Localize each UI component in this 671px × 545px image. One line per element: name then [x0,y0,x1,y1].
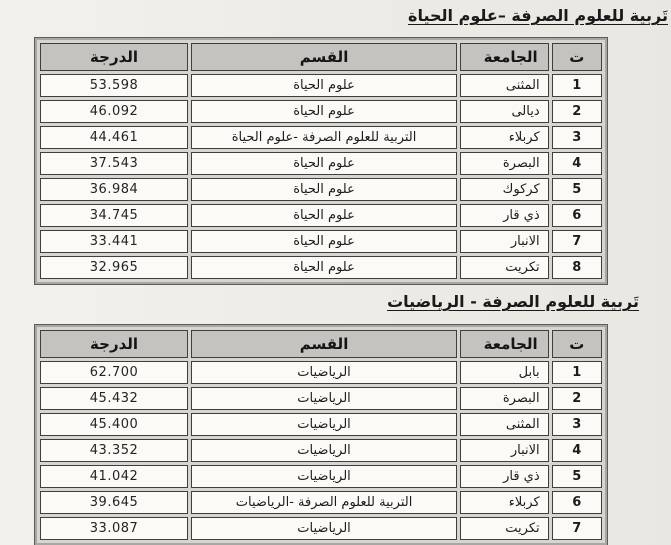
cell-index: 3 [551,413,602,436]
cell-score: 44.461 [40,126,189,149]
cell-score: 53.598 [40,74,189,97]
section-title-mathematics: تَربية للعلوم الصرفة - الرياضيات [387,292,639,311]
cell-score: 33.441 [40,230,189,253]
cell-score: 45.400 [40,413,189,436]
table-row: 1 بابل الرياضيات 62.700 [40,361,602,384]
cell-department: علوم الحياة [191,74,457,97]
cell-department: الرياضيات [191,387,457,410]
cell-university: تكريت [460,517,549,540]
cell-university: كربلاء [460,491,549,514]
cell-department: علوم الحياة [191,100,457,123]
header-cell-score: الدرجة [40,330,189,358]
cell-university: البصرة [460,152,549,175]
table-row: 7 الانبار علوم الحياة 33.441 [40,230,602,253]
header-cell-university: الجامعة [460,330,549,358]
results-table-mathematics: ت الجامعة القسم الدرجة 1 بابل الرياضيات … [34,324,608,545]
cell-department: الرياضيات [191,361,457,384]
table-row: 3 المثنى الرياضيات 45.400 [40,413,602,436]
table-row: 2 البصرة الرياضيات 45.432 [40,387,602,410]
cell-department: الرياضيات [191,465,457,488]
header-cell-university: الجامعة [460,43,549,71]
header-cell-index: ت [551,330,602,358]
cell-score: 41.042 [40,465,189,488]
table-row: 2 ديالى علوم الحياة 46.092 [40,100,602,123]
results-table-life-sciences: ت الجامعة القسم الدرجة 1 المثنى علوم الح… [34,37,608,285]
cell-score: 62.700 [40,361,189,384]
cell-university: تكريت [460,256,549,279]
table-row: 6 كربلاء التربية للعلوم الصرفة -الرياضيا… [40,491,602,514]
cell-index: 2 [551,100,602,123]
cell-index: 4 [551,439,602,462]
header-cell-index: ت [551,43,602,71]
cell-department: علوم الحياة [191,230,457,253]
cell-index: 7 [551,517,602,540]
cell-department: الرياضيات [191,517,457,540]
cell-index: 1 [551,361,602,384]
table-row: 7 تكريت الرياضيات 33.087 [40,517,602,540]
table-row: 6 ذي قار علوم الحياة 34.745 [40,204,602,227]
cell-score: 34.745 [40,204,189,227]
cell-university: البصرة [460,387,549,410]
cell-score: 45.432 [40,387,189,410]
cell-university: المثنى [460,413,549,436]
table-header-row: ت الجامعة القسم الدرجة [40,43,602,71]
section-title-life-sciences: تَربية للعلوم الصرفة –علوم الحياة [408,6,668,25]
table-row: 4 البصرة علوم الحياة 37.543 [40,152,602,175]
cell-score: 46.092 [40,100,189,123]
cell-department: التربية للعلوم الصرفة -علوم الحياة [191,126,457,149]
cell-score: 33.087 [40,517,189,540]
cell-department: علوم الحياة [191,256,457,279]
cell-university: المثنى [460,74,549,97]
cell-university: الانبار [460,230,549,253]
cell-index: 6 [551,204,602,227]
cell-index: 8 [551,256,602,279]
cell-department: التربية للعلوم الصرفة -الرياضيات [191,491,457,514]
header-cell-department: القسم [191,330,457,358]
cell-department: علوم الحياة [191,204,457,227]
header-cell-department: القسم [191,43,457,71]
cell-department: علوم الحياة [191,152,457,175]
cell-university: ذي قار [460,204,549,227]
cell-index: 1 [551,74,602,97]
table-row: 3 كربلاء التربية للعلوم الصرفة -علوم الح… [40,126,602,149]
cell-department: الرياضيات [191,439,457,462]
cell-index: 5 [551,465,602,488]
cell-score: 43.352 [40,439,189,462]
cell-index: 4 [551,152,602,175]
table-row: 4 الانبار الرياضيات 43.352 [40,439,602,462]
cell-score: 37.543 [40,152,189,175]
cell-index: 2 [551,387,602,410]
cell-university: ذي قار [460,465,549,488]
cell-department: الرياضيات [191,413,457,436]
cell-score: 36.984 [40,178,189,201]
table-row: 8 تكريت علوم الحياة 32.965 [40,256,602,279]
header-cell-score: الدرجة [40,43,189,71]
cell-department: علوم الحياة [191,178,457,201]
cell-index: 6 [551,491,602,514]
table-row: 5 كركوك علوم الحياة 36.984 [40,178,602,201]
cell-index: 5 [551,178,602,201]
cell-university: الانبار [460,439,549,462]
table-row: 1 المثنى علوم الحياة 53.598 [40,74,602,97]
table-header-row: ت الجامعة القسم الدرجة [40,330,602,358]
cell-score: 39.645 [40,491,189,514]
cell-university: كربلاء [460,126,549,149]
cell-university: ديالى [460,100,549,123]
cell-index: 7 [551,230,602,253]
cell-university: بابل [460,361,549,384]
cell-score: 32.965 [40,256,189,279]
table-row: 5 ذي قار الرياضيات 41.042 [40,465,602,488]
cell-university: كركوك [460,178,549,201]
cell-index: 3 [551,126,602,149]
